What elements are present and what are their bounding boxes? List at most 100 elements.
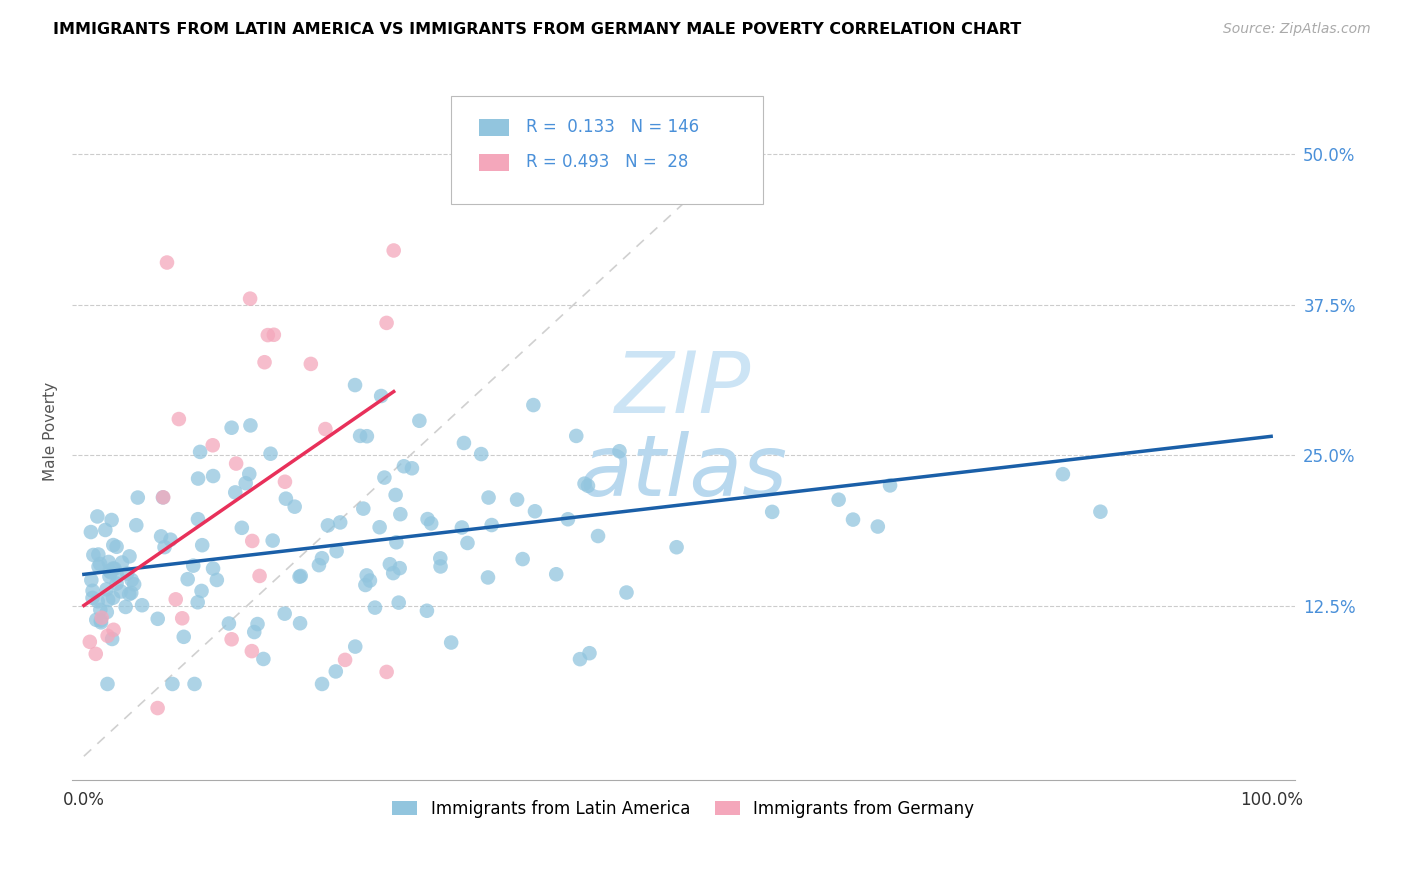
Point [256, 328, 278, 343]
Point [146, 701, 169, 715]
Point [401, 461, 423, 475]
Point [115, 566, 138, 581]
Point [375, 665, 398, 679]
Point [333, 653, 356, 667]
Point [356, 429, 378, 443]
Point [382, 566, 405, 580]
Point [80, 573, 103, 587]
Point [167, 412, 190, 426]
Point [420, 516, 443, 531]
Point [378, 558, 401, 572]
Point [440, 635, 463, 649]
Point [103, 538, 125, 552]
Text: Source: ZipAtlas.com: Source: ZipAtlas.com [1223, 22, 1371, 37]
Point [101, 591, 124, 605]
Point [90, 615, 112, 630]
Point [181, 558, 204, 573]
Point [97, 629, 120, 643]
Point [314, 422, 336, 436]
Point [103, 623, 125, 637]
Point [120, 586, 142, 600]
Point [188, 445, 211, 459]
Point [121, 573, 143, 587]
Point [131, 599, 153, 613]
Point [84, 613, 107, 627]
Point [156, 255, 179, 269]
Point [202, 469, 225, 483]
Point [761, 505, 783, 519]
Point [352, 501, 374, 516]
Point [392, 459, 415, 474]
Point [118, 549, 141, 564]
Point [238, 467, 260, 481]
FancyBboxPatch shape [451, 95, 763, 204]
Point [162, 677, 184, 691]
Point [565, 429, 588, 443]
Point [325, 544, 347, 558]
Point [173, 630, 195, 644]
Point [205, 573, 228, 587]
Point [221, 632, 243, 647]
Point [311, 677, 333, 691]
Point [90, 614, 112, 628]
Point [87, 559, 110, 574]
Point [176, 572, 198, 586]
Point [429, 551, 451, 566]
Point [231, 521, 253, 535]
Point [127, 491, 149, 505]
Point [100, 566, 122, 580]
Point [429, 559, 451, 574]
Point [329, 516, 352, 530]
Point [576, 479, 599, 493]
Point [89, 557, 111, 571]
Point [385, 535, 408, 549]
Point [96, 582, 118, 597]
Point [225, 457, 247, 471]
Point [105, 576, 128, 591]
Point [82, 591, 104, 605]
Point [416, 512, 439, 526]
Point [557, 512, 579, 526]
Point [240, 644, 263, 658]
Point [96, 605, 118, 619]
Point [110, 584, 132, 599]
Point [98, 564, 121, 578]
Point [316, 518, 339, 533]
Point [290, 569, 312, 583]
Point [274, 491, 297, 506]
Point [103, 562, 125, 576]
Point [388, 561, 411, 575]
Point [100, 513, 122, 527]
Point [512, 552, 534, 566]
Point [827, 492, 849, 507]
Point [288, 616, 311, 631]
Point [239, 292, 262, 306]
Point [609, 444, 631, 458]
Point [522, 398, 544, 412]
Point [416, 604, 439, 618]
Point [187, 472, 209, 486]
Point [288, 570, 311, 584]
Point [578, 646, 600, 660]
Point [97, 555, 120, 569]
Point [262, 533, 284, 548]
Point [546, 567, 568, 582]
Point [354, 578, 377, 592]
Point [79, 635, 101, 649]
Point [368, 520, 391, 534]
FancyBboxPatch shape [479, 119, 509, 136]
Point [523, 504, 546, 518]
Text: IMMIGRANTS FROM LATIN AMERICA VS IMMIGRANTS FROM GERMANY MALE POVERTY CORRELATIO: IMMIGRANTS FROM LATIN AMERICA VS IMMIGRA… [53, 22, 1022, 37]
Point [311, 551, 333, 566]
Point [866, 519, 889, 533]
Point [101, 632, 124, 646]
Point [364, 600, 387, 615]
Point [388, 596, 411, 610]
Point [183, 677, 205, 691]
Point [252, 652, 274, 666]
Text: R =  0.133   N = 146: R = 0.133 N = 146 [526, 119, 699, 136]
Point [221, 421, 243, 435]
Point [105, 540, 128, 554]
Point [842, 513, 865, 527]
Point [125, 518, 148, 533]
